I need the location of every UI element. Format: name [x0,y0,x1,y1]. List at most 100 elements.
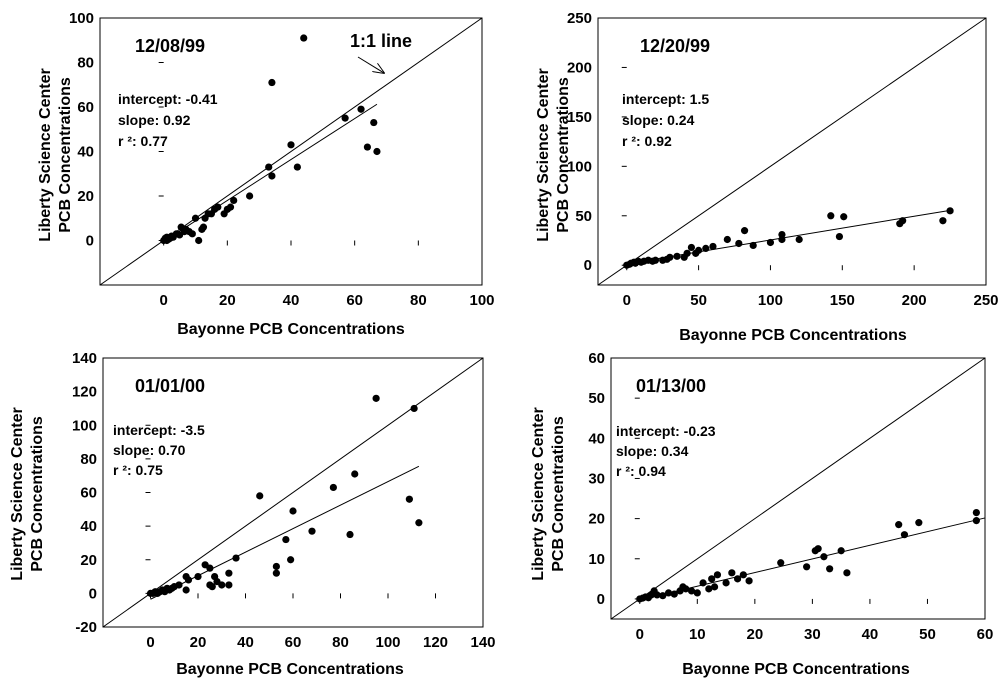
panel-4-data-point [972,517,980,525]
panel-3-data-point [218,581,226,589]
panel-3-data-point [289,507,297,515]
panel-4-one-to-one-line [610,357,986,620]
panel-1-data-point [188,230,196,238]
panel-2-data-point [735,239,743,248]
plot-area-1: 0 20 40 60 80 100 0 20 40 60 80 100 [69,10,495,309]
panel-3-data-point [272,562,280,571]
panel-4-x-tick-label: 60 [977,626,994,643]
panel-3-y-tick-label: 120 [72,384,97,401]
panel-1-plot-frame [99,17,483,286]
panel-3-y-axis-title-line-1: Liberty Science Center [9,407,26,580]
panel-3-y-tick-label: 140 [72,350,97,367]
panel-2-date-title: 12/20/99 [640,36,710,56]
panel-2-y-axis-title-line-2: PCB Concentrations [555,77,572,233]
panel-4-data-point [728,569,736,577]
panel-3-y-tick-label: 0 [89,585,97,602]
panel-4-x-tick-label: 40 [862,626,879,643]
panel-3-data-point [308,527,316,535]
panel-3-x-axis-title: Bayonne PCB Concentrations [176,661,404,678]
panel-2-plot-frame [597,17,987,286]
panel-3-data-point [272,569,280,577]
panel-2-data-point [694,246,703,254]
panel-3-x-tick-label: 40 [237,634,254,651]
panel-3-plot-frame [102,357,484,628]
panel-2-y-tick-label: 0 [584,257,592,274]
panel-1-data-point [265,163,273,171]
panel-1-y-tick-label: 20 [77,188,94,205]
panel-1-data-point [268,78,276,87]
panel-4-data-point [745,577,753,585]
panel-3-y-tick-label: -20 [75,619,97,636]
panel-1-data-point [363,143,371,151]
panel-3-y-tick-label: 100 [72,417,97,434]
panel-1-data-point [341,114,349,122]
panel-1-y-tick-label: 60 [77,99,94,116]
panel-1-data-point [268,172,276,180]
panel-2-data-point [778,230,786,239]
panel-3-r2-label: r ²: 0.75 [113,462,163,478]
panel-3-data-point [346,530,354,539]
panel-4-data-point [803,563,811,571]
panel-3-x-tick-label: 120 [423,634,448,651]
panel-2-data-point [702,244,710,253]
panel-2-x-axis-title: Bayonne PCB Concentrations [679,327,907,344]
panel-3-date-title: 01/01/00 [135,376,205,396]
panel-2-y-tick-label: 250 [567,10,592,27]
panel-3-y-axis-title: Liberty Science Center PCB Concentration… [9,407,46,580]
panel-4-data-point [693,589,701,597]
panel-4-data-point [837,547,845,555]
panel-1-data-point [191,214,200,222]
panel-4-data-point [659,592,667,600]
panel-4-data-point [777,559,785,567]
panel-1-x-tick-label: 40 [283,292,300,309]
panel-4-x-axis-title: Bayonne PCB Concentrations [682,661,910,678]
panel-3-one-to-one-line [102,357,484,628]
panel-1-intercept-label: intercept: -0.41 [118,91,218,107]
panel-2-y-tick-label: 50 [575,208,592,225]
panel-3-y-axis-title-line-2: PCB Concentrations [29,416,46,572]
panel-1-x-tick-label: 100 [469,292,494,309]
panel-3-data-point [232,554,240,562]
panel-4-x-tick-label: 30 [804,626,821,643]
panel-2-data-point [840,213,848,221]
panel-1-data-point [214,203,222,211]
panel-3-slope-label: slope: 0.70 [113,442,186,458]
panel-1-data-point [370,118,378,127]
panel-4-y-axis-title: Liberty Science Center PCB Concentration… [530,407,567,580]
panel-2-data-point [766,238,775,247]
panel-1-data-point [287,141,295,149]
panel-2-data-point [683,249,691,257]
panel-3-y-tick-label: 40 [80,518,97,535]
panel-4-data-point [826,565,834,573]
panel-1-x-tick-label: 0 [159,292,167,309]
panel-2-data-point [666,253,674,261]
panel-3-data-point [194,572,202,581]
panel-3-intercept-label: intercept: -3.5 [113,422,205,438]
panel-4-y-tick-label: 40 [588,430,605,447]
panel-4-regression-line [639,517,986,601]
panel-2-y-axis-title: Liberty Science Center PCB Concentration… [535,68,572,241]
panel-1-data-point [226,203,235,211]
panel-1-x-tick-label: 80 [410,292,427,309]
panel-2-r2-label: r ²: 0.92 [622,133,672,149]
panel-2-y-axis-title-line-1: Liberty Science Center [535,68,552,241]
panel-2-intercept-label: intercept: 1.5 [622,91,709,107]
panel-2-data-point [778,235,786,244]
panel-2-y-tick-label: 150 [567,109,592,126]
panel-4-data-point [708,575,716,583]
panel-1-data-point [300,34,308,42]
panel-2-data-point [939,217,947,225]
panel-4-data-point [664,589,673,597]
panel-4-y-tick-label: 10 [588,551,605,568]
annotation-arrow [357,56,384,73]
panel-2-data-point [651,256,660,264]
panel-4-x-tick-label: 10 [689,626,706,643]
panel-1-y-tick-label: 0 [86,233,94,250]
panel-2-data-point [899,217,907,225]
panel-3-data-point [175,581,183,589]
panel-1-data-point [357,105,365,113]
panel-2-x-tick-label: 100 [758,292,783,309]
panel-4-y-tick-label: 60 [588,350,605,367]
